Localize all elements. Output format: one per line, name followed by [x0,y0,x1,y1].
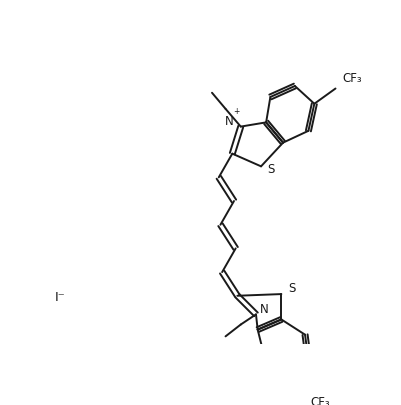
Text: N: N [224,115,233,128]
Text: +: + [233,107,239,116]
Text: S: S [267,163,274,176]
Text: N: N [259,303,268,316]
Text: I⁻: I⁻ [55,291,65,304]
Text: S: S [287,283,294,296]
Text: CF₃: CF₃ [310,396,329,405]
Text: CF₃: CF₃ [341,72,361,85]
